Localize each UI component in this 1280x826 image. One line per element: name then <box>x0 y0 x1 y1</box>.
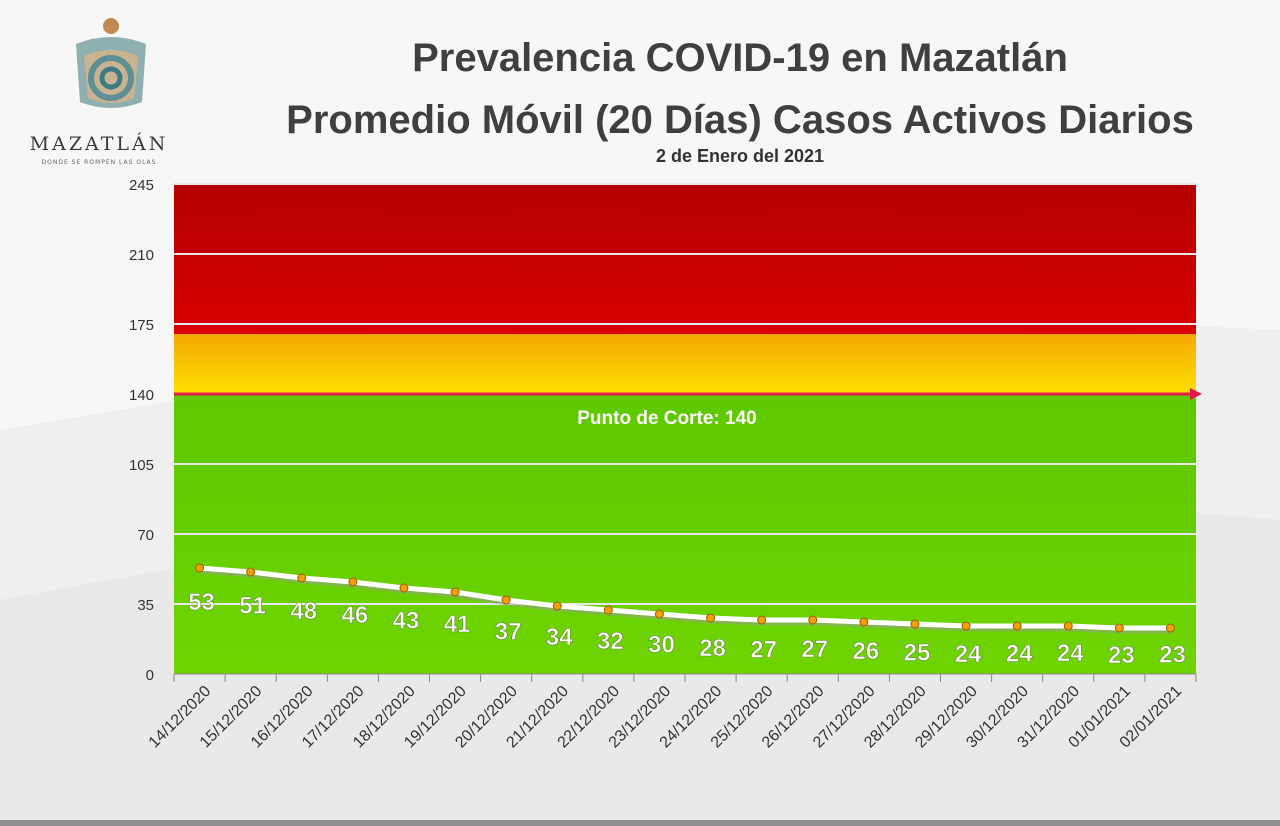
y-tick-label: 140 <box>129 387 154 404</box>
data-point <box>706 613 716 623</box>
data-label: 26 <box>852 638 879 665</box>
data-point <box>808 615 818 625</box>
data-label: 23 <box>1108 642 1135 669</box>
data-label: 24 <box>1006 641 1033 668</box>
data-label: 30 <box>648 631 675 658</box>
data-point <box>450 587 460 597</box>
data-point <box>1063 621 1073 631</box>
data-label: 46 <box>341 602 368 629</box>
data-point <box>246 567 256 577</box>
y-tick-label: 175 <box>129 317 154 334</box>
data-label: 48 <box>290 598 317 625</box>
logo-tagline: DONDE SE ROMPEN LAS OLAS <box>42 159 157 166</box>
y-tick-label: 35 <box>137 597 154 614</box>
zone-band-1 <box>174 334 1196 394</box>
data-point <box>297 573 307 583</box>
data-label: 43 <box>393 607 420 634</box>
data-label: 53 <box>188 589 215 616</box>
chart-title: Prevalencia COVID-19 en Mazatlán <box>412 36 1068 80</box>
y-tick-label: 0 <box>146 667 154 684</box>
data-label: 24 <box>955 641 982 668</box>
data-label: 34 <box>546 624 573 651</box>
cutoff-label: Punto de Corte: 140 <box>577 408 756 429</box>
zone-band-2 <box>174 184 1196 334</box>
data-point <box>654 609 664 619</box>
data-label: 28 <box>699 635 726 662</box>
data-point <box>1114 623 1124 633</box>
data-label: 23 <box>1159 641 1186 668</box>
data-point <box>195 563 205 573</box>
y-tick-label: 210 <box>129 247 154 264</box>
footer-bar <box>0 820 1280 826</box>
data-point <box>859 617 869 627</box>
data-point <box>399 583 409 593</box>
logo-wordmark: MAZATLÁN <box>30 132 169 155</box>
data-label: 51 <box>239 593 266 620</box>
data-label: 24 <box>1057 640 1084 667</box>
cutoff-arrow <box>1190 388 1202 400</box>
data-point <box>1165 623 1175 633</box>
data-label: 27 <box>801 636 828 663</box>
data-point <box>757 615 767 625</box>
data-point <box>348 577 358 587</box>
data-point <box>1012 621 1022 631</box>
data-label: 25 <box>904 639 931 666</box>
data-label: 27 <box>750 637 777 664</box>
data-label: 37 <box>495 619 522 646</box>
data-point <box>961 621 971 631</box>
y-tick-label: 105 <box>129 457 154 474</box>
data-label: 41 <box>444 611 471 638</box>
chart-date: 2 de Enero del 2021 <box>655 146 825 166</box>
y-tick-label: 70 <box>137 527 154 544</box>
data-point <box>552 601 562 611</box>
data-point <box>910 619 920 629</box>
data-label: 32 <box>597 628 624 655</box>
data-point <box>501 595 511 605</box>
data-point <box>603 605 613 615</box>
chart-subtitle: Promedio Móvil (20 Días) Casos Activos D… <box>286 98 1194 142</box>
y-tick-label: 245 <box>129 177 154 194</box>
series-line <box>199 565 1171 631</box>
mazatlan-logo: MAZATLÁN DONDE SE ROMPEN LAS OLAS <box>14 14 184 170</box>
